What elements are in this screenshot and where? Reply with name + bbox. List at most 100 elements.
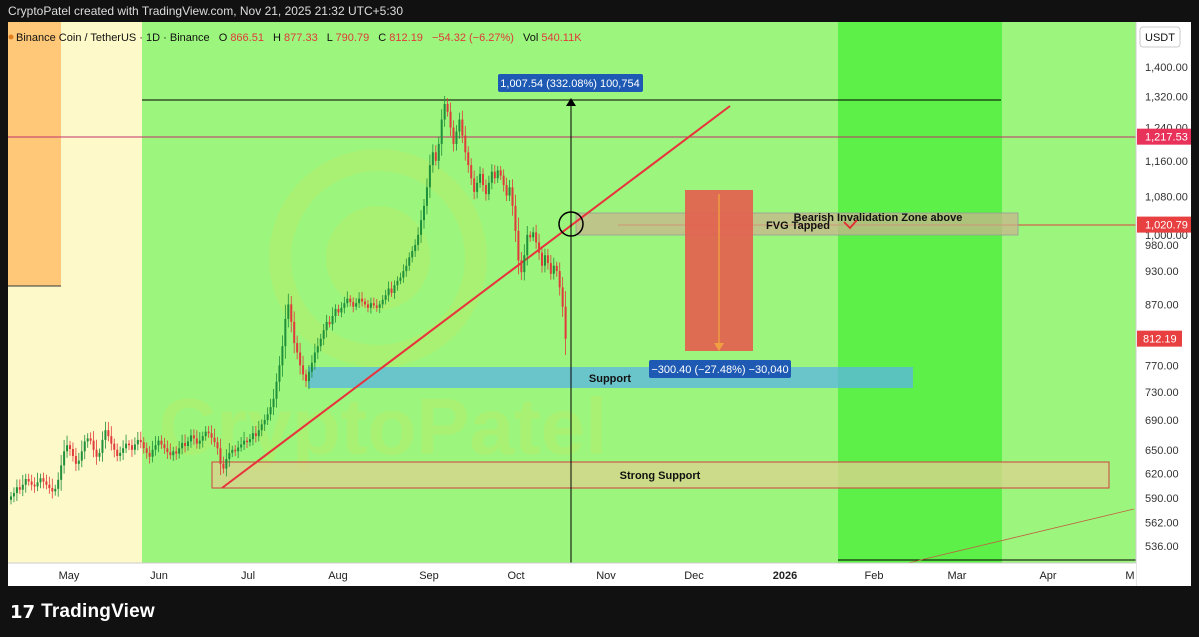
price-axis[interactable] bbox=[1136, 22, 1191, 586]
candle-body-148 bbox=[446, 103, 449, 112]
candle-body-17 bbox=[60, 465, 63, 480]
candle-body-188 bbox=[564, 306, 567, 339]
candle-body-61 bbox=[189, 435, 192, 442]
candle-body-51 bbox=[160, 440, 163, 445]
candlestick-series bbox=[10, 95, 567, 505]
strong-support-zone bbox=[211, 461, 1110, 489]
price-tick-5: 690.00 bbox=[1145, 415, 1179, 427]
legend-o-label: O bbox=[219, 32, 228, 44]
candle-body-96 bbox=[293, 321, 296, 344]
price-tick-2: 590.00 bbox=[1145, 493, 1179, 505]
invalidation-label: Bearish Invalidation Zone above bbox=[794, 212, 963, 224]
candle-body-14 bbox=[51, 488, 54, 492]
candle-body-48 bbox=[151, 449, 154, 457]
candle-body-21 bbox=[71, 449, 74, 456]
candle-body-143 bbox=[431, 152, 434, 166]
candle-body-38 bbox=[122, 448, 125, 453]
candle-body-127 bbox=[384, 295, 387, 300]
candle-body-184 bbox=[552, 265, 555, 274]
candle-body-99 bbox=[302, 365, 305, 375]
candle-body-12 bbox=[45, 481, 48, 485]
candle-body-93 bbox=[284, 318, 287, 347]
candle-body-131 bbox=[396, 280, 399, 286]
candle-body-177 bbox=[532, 232, 535, 238]
up-arrow-head bbox=[566, 98, 576, 106]
candle-body-20 bbox=[69, 445, 71, 450]
time-tick-10: Mar bbox=[948, 570, 967, 582]
candle-body-181 bbox=[543, 255, 546, 266]
time-tick-3: Aug bbox=[328, 570, 348, 582]
price-tick-14: 1,320.00 bbox=[1145, 91, 1188, 103]
candle-body-29 bbox=[95, 449, 98, 457]
candle-body-15 bbox=[54, 488, 57, 492]
candle-body-62 bbox=[192, 435, 195, 439]
candle-body-89 bbox=[272, 398, 275, 408]
candle-body-174 bbox=[523, 255, 526, 273]
currency-badge[interactable] bbox=[1139, 26, 1181, 48]
candle-body-187 bbox=[561, 287, 564, 307]
up-measure-text: 1,007.54 (332.08%) 100,754 bbox=[500, 78, 639, 90]
candle-body-172 bbox=[517, 230, 520, 261]
currency-label: USDT bbox=[1145, 32, 1175, 44]
candle-body-26 bbox=[86, 438, 89, 442]
candle-body-147 bbox=[443, 103, 446, 120]
candle-body-74 bbox=[228, 452, 231, 460]
candle-body-60 bbox=[187, 441, 189, 446]
candle-body-32 bbox=[104, 430, 107, 440]
candle-body-135 bbox=[408, 257, 411, 266]
candle-body-63 bbox=[195, 438, 198, 444]
candle-body-67 bbox=[207, 431, 210, 434]
candle-body-124 bbox=[375, 305, 378, 308]
candle-body-53 bbox=[166, 448, 169, 453]
candle-body-59 bbox=[184, 442, 187, 446]
candle-body-156 bbox=[470, 165, 473, 179]
price-tick-3: 620.00 bbox=[1145, 468, 1179, 480]
price-chart[interactable]: CryptoPatel 1,007.54 (332.08%) 100,754 −… bbox=[8, 22, 1191, 586]
candle-body-37 bbox=[119, 452, 122, 456]
price-marker-label-1: 1,020.79 bbox=[1145, 220, 1188, 232]
time-axis[interactable] bbox=[8, 563, 1136, 586]
candle-body-88 bbox=[269, 407, 272, 415]
tradingview-logo[interactable]: 17 TradingView bbox=[10, 600, 155, 624]
candle-body-7 bbox=[30, 481, 33, 485]
candle-body-10 bbox=[39, 478, 42, 483]
candle-body-58 bbox=[181, 442, 184, 449]
trendline-support bbox=[221, 105, 731, 489]
candle-body-110 bbox=[334, 308, 337, 316]
candle-body-92 bbox=[281, 346, 284, 366]
candle-body-138 bbox=[417, 234, 420, 245]
candle-body-165 bbox=[496, 170, 499, 179]
price-marker-0 bbox=[1137, 128, 1191, 145]
down-measure-label: −300.40 (−27.48%) −30,040 bbox=[649, 360, 791, 378]
candle-body-73 bbox=[225, 459, 228, 469]
candle-body-8 bbox=[33, 484, 36, 487]
candle-body-42 bbox=[133, 444, 136, 450]
candle-body-166 bbox=[499, 170, 502, 176]
candle-body-158 bbox=[476, 182, 479, 192]
candle-body-25 bbox=[83, 441, 86, 452]
candle-body-77 bbox=[237, 447, 240, 452]
candle-body-30 bbox=[98, 452, 101, 457]
candle-body-178 bbox=[535, 232, 538, 243]
time-tick-11: Apr bbox=[1039, 570, 1056, 582]
price-tick-12: 1,160.00 bbox=[1145, 156, 1188, 168]
candle-body-35 bbox=[113, 443, 116, 450]
price-marker-label-0: 1,217.53 bbox=[1145, 132, 1188, 144]
candle-body-183 bbox=[549, 263, 552, 274]
time-tick-8: 2026 bbox=[773, 570, 797, 582]
candle-body-141 bbox=[425, 187, 428, 206]
legend-change: −54.32 (−6.27%) bbox=[432, 32, 514, 44]
support-label: Support bbox=[589, 373, 631, 385]
candle-body-2 bbox=[15, 487, 18, 494]
candle-body-154 bbox=[464, 135, 467, 153]
candle-body-162 bbox=[487, 182, 490, 195]
tradingview-mark-icon: 17 bbox=[10, 601, 36, 623]
candle-body-91 bbox=[278, 365, 281, 382]
candle-body-87 bbox=[266, 414, 269, 420]
candle-body-98 bbox=[299, 352, 302, 366]
candle-body-13 bbox=[48, 484, 51, 489]
legend-h-value: 877.33 bbox=[284, 32, 318, 44]
candle-body-57 bbox=[178, 448, 181, 454]
candle-body-52 bbox=[163, 444, 166, 449]
candle-body-114 bbox=[346, 298, 349, 304]
